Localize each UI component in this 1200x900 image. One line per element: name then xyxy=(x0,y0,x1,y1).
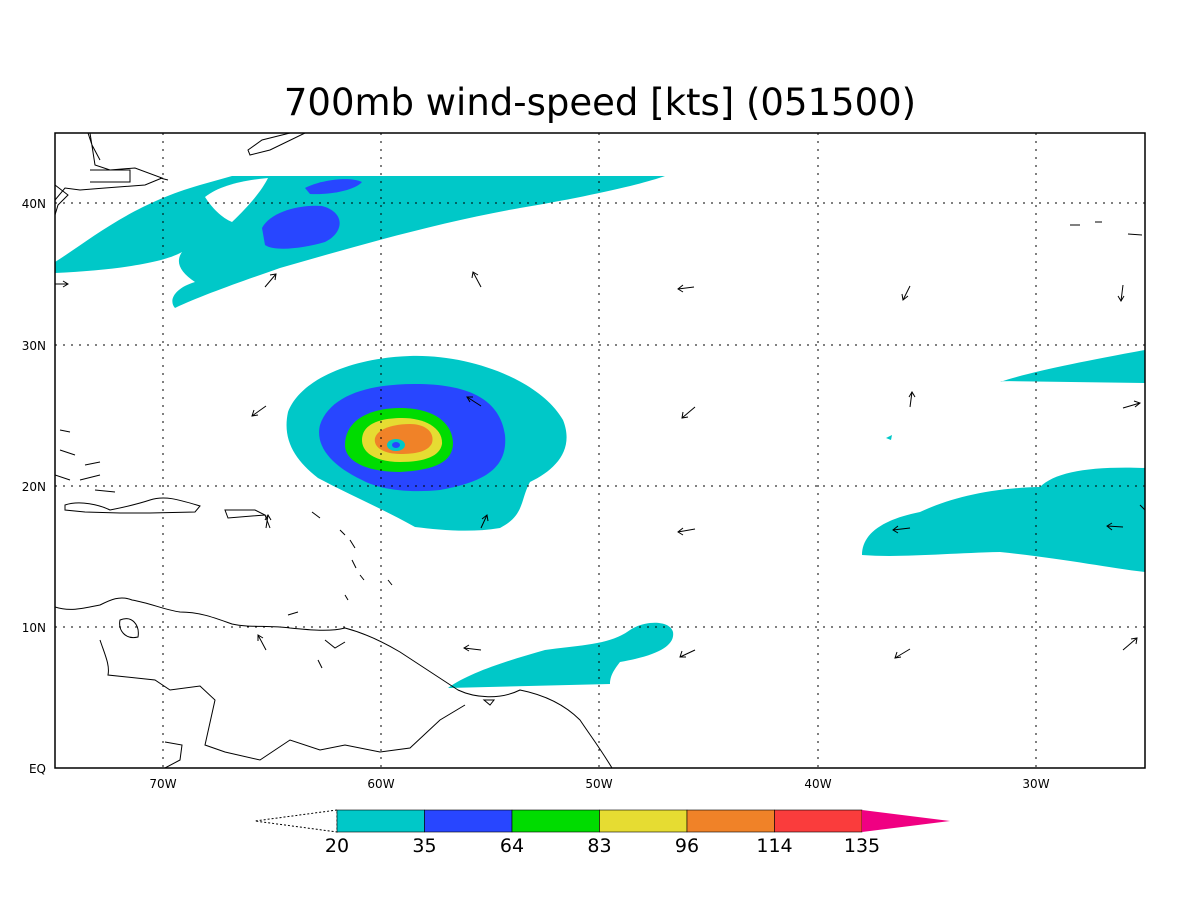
colorbar-high-triangle xyxy=(862,810,950,832)
x-tick-label: 50W xyxy=(585,777,612,791)
colorbar: 20 35 64 83 96 114 135 xyxy=(254,809,950,857)
wind-arrow xyxy=(1122,400,1142,409)
wind-shading xyxy=(55,176,1145,688)
wind-arrow xyxy=(251,405,267,417)
wind-region-south xyxy=(448,622,674,688)
x-tick-label: 30W xyxy=(1022,777,1049,791)
wind-35-north-a xyxy=(262,205,340,249)
x-tick-label: 40W xyxy=(804,777,831,791)
y-tick-label: 10N xyxy=(22,621,46,635)
wind-arrow xyxy=(480,514,489,529)
wind-arrow xyxy=(463,644,482,652)
colorbar-label: 64 xyxy=(500,835,524,857)
colorbar-segment xyxy=(424,809,513,833)
colorbar-segment xyxy=(336,809,425,833)
colorbar-label: 20 xyxy=(325,835,349,857)
wind-vectors xyxy=(55,271,1142,659)
y-tick-label: EQ xyxy=(29,762,46,776)
wind-arrow xyxy=(892,525,911,534)
x-tick-label: 60W xyxy=(367,777,394,791)
wind-arrow xyxy=(466,396,482,407)
wind-arrow xyxy=(264,514,272,529)
wind-region-east-upper xyxy=(1000,350,1145,383)
grid xyxy=(55,133,1145,768)
wind-hole-north xyxy=(205,178,268,222)
colorbar-label: 114 xyxy=(756,835,792,857)
wind-arrow xyxy=(908,391,916,408)
colorbar-segment xyxy=(599,809,688,833)
map-title: 700mb wind-speed [kts] (051500) xyxy=(284,81,916,124)
colorbar-segment xyxy=(511,809,600,833)
x-tick-label: 70W xyxy=(149,777,176,791)
wind-arrow xyxy=(1117,284,1125,302)
wind-arrow xyxy=(681,406,696,419)
colorbar-label: 96 xyxy=(675,835,699,857)
wind-region-east xyxy=(862,467,1145,572)
caribbean-islands xyxy=(55,221,1145,706)
wind-region-north xyxy=(55,176,665,308)
wind-arrow xyxy=(677,284,695,293)
wind-speck xyxy=(886,435,892,440)
wind-arrow xyxy=(1122,637,1138,651)
wind-arrow xyxy=(679,649,696,658)
y-tick-label: 30N xyxy=(22,339,46,353)
wind-arrow xyxy=(677,527,696,536)
north-america-coast xyxy=(55,133,306,216)
wind-arrow xyxy=(264,273,277,288)
x-axis-labels: 70W 60W 50W 40W 30W xyxy=(149,777,1049,791)
wind-arrow xyxy=(894,648,911,659)
wind-arrow xyxy=(257,634,267,651)
hurricane-eye xyxy=(392,442,400,448)
y-tick-label: 40N xyxy=(22,197,46,211)
south-america-coast xyxy=(55,597,613,768)
y-tick-label: 20N xyxy=(22,480,46,494)
colorbar-label: 83 xyxy=(587,835,611,857)
y-axis-labels: EQ 10N 20N 30N 40N xyxy=(22,197,46,776)
wind-arrow xyxy=(55,280,69,288)
plot-frame xyxy=(54,132,1146,769)
wind-arrow xyxy=(471,271,482,288)
wind-35-north-b xyxy=(305,179,362,195)
colorbar-segment xyxy=(686,809,775,833)
wind-arrow xyxy=(1106,522,1124,531)
wind-arrow xyxy=(901,285,911,301)
colorbar-label: 35 xyxy=(412,835,436,857)
colorbar-segment xyxy=(774,809,863,833)
colorbar-low-triangle xyxy=(254,809,338,833)
colorbar-label: 135 xyxy=(844,835,880,857)
plot-area xyxy=(55,133,1145,768)
